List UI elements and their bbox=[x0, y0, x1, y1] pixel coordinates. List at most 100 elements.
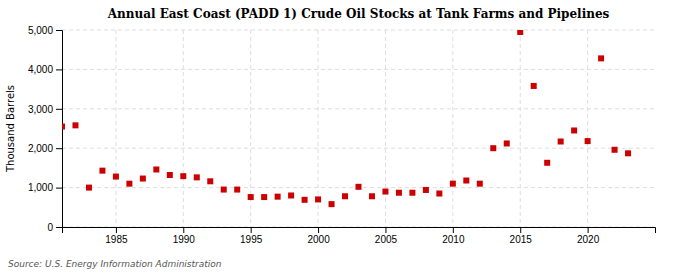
point bbox=[585, 138, 591, 144]
grid bbox=[62, 30, 655, 227]
point bbox=[625, 150, 631, 156]
point bbox=[113, 174, 119, 180]
point bbox=[598, 55, 604, 61]
point bbox=[558, 139, 564, 145]
point bbox=[180, 173, 186, 179]
grid-line bbox=[587, 30, 588, 227]
point bbox=[571, 127, 577, 133]
tick-mark bbox=[318, 227, 319, 233]
grid-line bbox=[183, 30, 184, 227]
point bbox=[356, 184, 362, 190]
point bbox=[544, 160, 550, 166]
tick: 4,000 bbox=[28, 64, 62, 75]
tick: 2020 bbox=[577, 227, 600, 245]
point bbox=[86, 185, 92, 191]
grid-line bbox=[62, 30, 655, 31]
point bbox=[369, 193, 375, 199]
tick: 2000 bbox=[307, 227, 330, 245]
title: Annual East Coast (PADD 1) Crude Oil Sto… bbox=[107, 7, 610, 21]
grid-line bbox=[115, 30, 116, 227]
point bbox=[194, 174, 200, 180]
tick-mark bbox=[453, 227, 454, 233]
tick: 1990 bbox=[173, 227, 196, 245]
point bbox=[463, 178, 469, 184]
point bbox=[612, 147, 618, 153]
point bbox=[261, 194, 267, 200]
grid-line bbox=[62, 108, 655, 109]
point bbox=[167, 172, 173, 178]
point bbox=[315, 196, 321, 202]
tick-label: 2,000 bbox=[28, 143, 53, 154]
tick-mark bbox=[56, 30, 62, 31]
tick-label: 0 bbox=[47, 222, 53, 233]
tick: 3,000 bbox=[28, 104, 62, 115]
y-axis: 0 1,000 2,000 3,000 4,000 5,000 bbox=[28, 25, 63, 233]
point bbox=[517, 30, 523, 35]
point bbox=[477, 181, 483, 187]
tick-mark bbox=[56, 227, 62, 228]
point bbox=[248, 194, 254, 200]
point bbox=[450, 181, 456, 187]
tick: 2,000 bbox=[28, 143, 62, 154]
point bbox=[423, 187, 429, 193]
grid-line bbox=[62, 69, 655, 70]
axis-line bbox=[63, 228, 656, 234]
axis-line bbox=[56, 31, 63, 228]
point bbox=[490, 145, 496, 151]
point bbox=[329, 201, 335, 207]
grid-line bbox=[385, 30, 386, 227]
tick-label: 2020 bbox=[577, 234, 600, 245]
point bbox=[99, 168, 105, 174]
point bbox=[126, 181, 132, 187]
tick-label: 5,000 bbox=[28, 25, 53, 36]
point bbox=[531, 83, 537, 89]
point bbox=[409, 190, 415, 196]
tick-label: 1990 bbox=[173, 234, 196, 245]
tick: 1995 bbox=[240, 227, 263, 245]
tick-mark bbox=[56, 148, 62, 149]
tick: 1985 bbox=[105, 227, 128, 245]
point bbox=[436, 191, 442, 197]
tick-label: 2005 bbox=[375, 234, 398, 245]
point bbox=[221, 187, 227, 193]
point bbox=[72, 122, 78, 128]
point bbox=[140, 176, 146, 182]
marks bbox=[62, 30, 631, 207]
tick: 5,000 bbox=[28, 25, 62, 36]
tick-label: 1985 bbox=[105, 234, 128, 245]
tick-mark bbox=[183, 227, 184, 233]
tick-mark bbox=[251, 227, 252, 233]
tick-label: 2015 bbox=[510, 234, 533, 245]
point bbox=[207, 178, 213, 184]
point bbox=[342, 193, 348, 199]
grid-line bbox=[62, 148, 655, 149]
tick-label: 1,000 bbox=[28, 182, 53, 193]
tick-mark bbox=[385, 227, 386, 233]
tick-mark bbox=[56, 109, 62, 110]
annotation: Source: U.S. Energy Information Administ… bbox=[8, 259, 222, 269]
tick-mark bbox=[56, 188, 62, 189]
point bbox=[382, 189, 388, 195]
point bbox=[275, 194, 281, 200]
tick-label: 3,000 bbox=[28, 104, 53, 115]
tick: 1,000 bbox=[28, 182, 62, 193]
tick-mark bbox=[116, 227, 117, 233]
tick: 2010 bbox=[442, 227, 465, 245]
point bbox=[396, 190, 402, 196]
grid-line bbox=[520, 30, 521, 227]
tick: 0 bbox=[47, 222, 62, 233]
tick-mark bbox=[588, 227, 589, 233]
plot-area: 1985 1990 1995 2000 2005 2010 2015 2020 0 1,000 2,… bbox=[28, 25, 656, 245]
tick-label: 2010 bbox=[442, 234, 465, 245]
chart: 1985 1990 1995 2000 2005 2010 2015 2020 0 1,000 2,… bbox=[0, 0, 675, 275]
axis-title: Thousand Barrels bbox=[5, 85, 16, 173]
point bbox=[62, 124, 65, 130]
point bbox=[288, 192, 294, 198]
grid-line bbox=[452, 30, 453, 227]
tick-label: 2000 bbox=[307, 234, 330, 245]
x-axis: 1985 1990 1995 2000 2005 2010 2015 2020 bbox=[63, 227, 656, 245]
tick-label: 1995 bbox=[240, 234, 263, 245]
tick: 2015 bbox=[510, 227, 533, 245]
point bbox=[504, 140, 510, 146]
tick-mark bbox=[520, 227, 521, 233]
